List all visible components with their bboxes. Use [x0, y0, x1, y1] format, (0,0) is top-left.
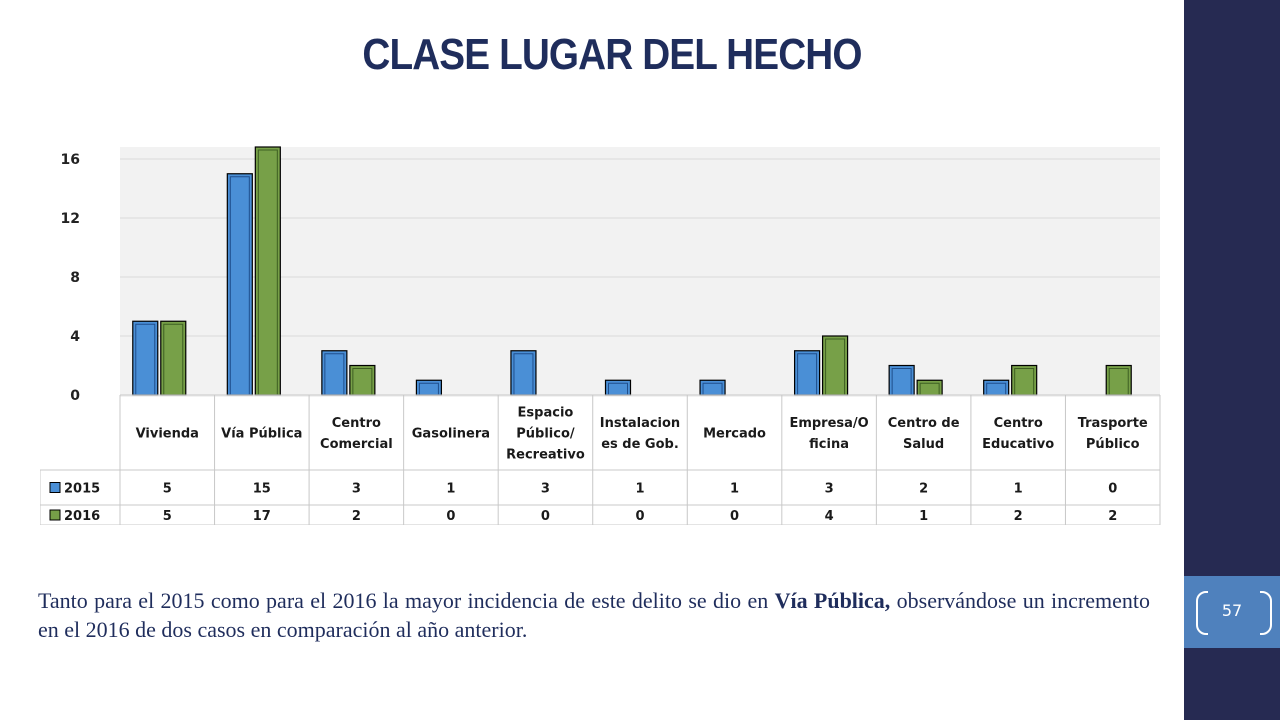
data-label: 1 [446, 482, 455, 497]
caption-bold: Vía Pública, [774, 588, 891, 613]
bar-body [226, 173, 253, 396]
data-label: 1 [635, 482, 644, 497]
category-label: Centro [332, 416, 381, 431]
data-label: 2 [1108, 509, 1117, 524]
bar-2016-9 [1011, 364, 1038, 396]
bar-2016-1 [254, 146, 281, 396]
category-label: Instalacion [600, 416, 680, 431]
bar-body [821, 335, 849, 396]
data-label: 0 [730, 509, 739, 524]
bar-2015-5 [604, 379, 632, 396]
slide-title: CLASE LUGAR DEL HECHO [362, 30, 862, 79]
category-label: Recreativo [506, 448, 585, 463]
bar-2015-3 [415, 379, 443, 396]
bar-2015-0 [132, 320, 159, 396]
category-label: Vivienda [136, 427, 199, 442]
bar-2016-10 [1105, 364, 1132, 396]
data-label: 15 [253, 482, 271, 497]
bar-2015-8 [888, 364, 915, 396]
caption-part-1: Tanto para el 2015 como para el 2016 la … [38, 588, 775, 613]
slide: CLASE LUGAR DEL HECHO 0 4 8 12 16 Vivienda Vía… [38, 30, 1162, 644]
category-label: Centro de [888, 416, 960, 431]
category-label: Público/ [516, 427, 575, 442]
y-tick-label: 16 [61, 152, 80, 168]
category-label: Gasolinera [412, 427, 490, 442]
bar-2015-9 [983, 379, 1010, 396]
bar-2016-0 [160, 320, 187, 396]
data-label: 5 [163, 482, 172, 497]
bar-body [888, 364, 915, 396]
legend-key-2016 [49, 509, 61, 521]
data-label: 2 [352, 509, 361, 524]
bar-body [160, 320, 187, 396]
bar-body [132, 320, 159, 396]
data-label: 0 [635, 509, 644, 524]
y-tick-label: 0 [70, 388, 80, 404]
category-label: Salud [903, 437, 944, 452]
data-label: 3 [825, 482, 834, 497]
bar-2015-4 [510, 350, 537, 396]
category-label: Mercado [703, 427, 766, 442]
data-label: 1 [730, 482, 739, 497]
bar-body [1105, 364, 1132, 396]
data-label: 2 [1014, 509, 1023, 524]
category-label: Centro [994, 416, 1043, 431]
caption-text: Tanto para el 2015 como para el 2016 la … [38, 586, 1150, 644]
data-label: 2 [919, 482, 928, 497]
data-label: 1 [1014, 482, 1023, 497]
category-label: Educativo [982, 437, 1054, 452]
legend-key-2015 [49, 482, 61, 493]
data-label: 3 [352, 482, 361, 497]
page-number-frame-gap [1208, 589, 1260, 637]
data-label: 4 [825, 509, 834, 524]
data-label: 0 [1108, 482, 1117, 497]
data-label: 1 [919, 509, 928, 524]
bar-2015-7 [793, 350, 821, 396]
bar-body [510, 350, 537, 396]
category-label: Comercial [320, 437, 393, 452]
bar-body [349, 364, 376, 396]
bar-chart: 0 4 8 12 16 Vivienda Vía Pública Centro Comercia… [40, 145, 1162, 525]
caption-part-2: observándose un incremento en el 2016 de… [38, 588, 1150, 642]
category-label: Vía Pública [221, 427, 302, 442]
bar-2015-6 [699, 379, 726, 396]
bar-body [321, 350, 348, 396]
bar-2016-2 [349, 364, 376, 396]
legend-label: 2016 [64, 509, 100, 524]
bar-body [983, 379, 1010, 396]
data-label: 17 [253, 509, 271, 524]
category-label: Espacio [518, 406, 574, 421]
bar-2015-1 [226, 173, 253, 396]
bar-2015-2 [321, 350, 348, 396]
category-label: es de Gob. [601, 437, 679, 452]
category-label: ficina [809, 437, 849, 452]
bar-2016-7 [821, 335, 849, 396]
page-number: 57 [1221, 601, 1243, 620]
bar-body [254, 146, 281, 396]
y-tick-label: 4 [70, 329, 80, 345]
bar-body [1011, 364, 1038, 396]
y-tick-label: 12 [61, 211, 80, 227]
y-tick-label: 8 [70, 270, 80, 286]
bar-body [604, 379, 632, 396]
plot-area [120, 147, 1160, 397]
bar-body [699, 379, 726, 396]
data-label: 5 [163, 509, 172, 524]
bar-body [415, 379, 443, 396]
data-label: 3 [541, 482, 550, 497]
page-number-holder: 57 [1196, 591, 1272, 635]
category-label: Empresa/O [789, 416, 868, 431]
data-label: 0 [446, 509, 455, 524]
bar-2016-8 [916, 379, 943, 396]
data-label: 0 [541, 509, 550, 524]
category-label: Público [1086, 437, 1140, 452]
legend-label: 2015 [64, 482, 100, 497]
category-label: Trasporte [1078, 416, 1148, 431]
bar-body [793, 350, 821, 396]
bar-body [916, 379, 943, 396]
